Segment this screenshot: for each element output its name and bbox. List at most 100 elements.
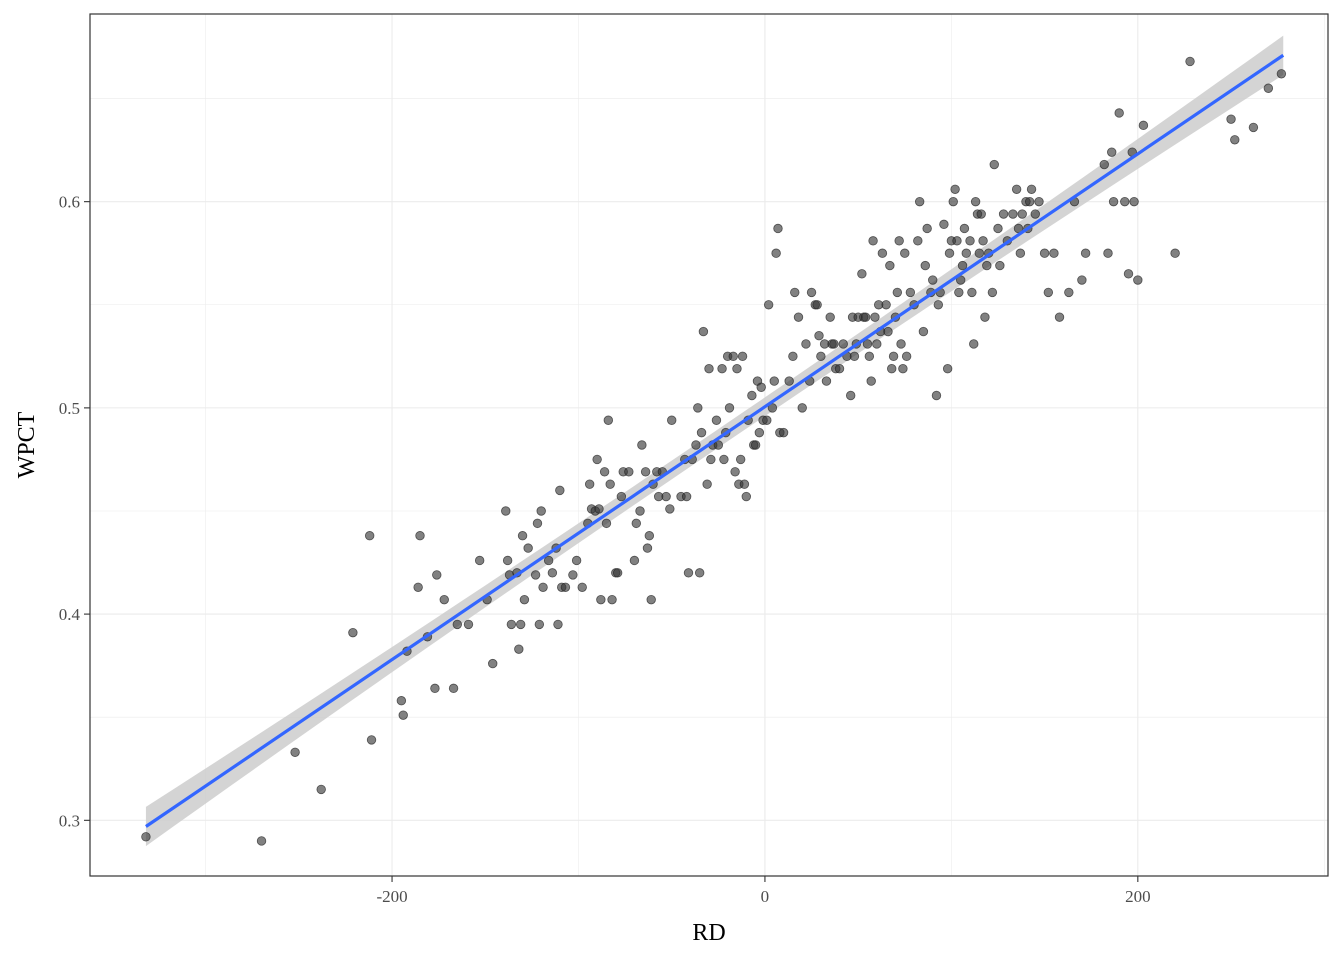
data-point (1276, 69, 1287, 79)
data-point (432, 570, 442, 580)
data-point (732, 363, 742, 374)
data-point (515, 619, 526, 630)
data-point (1049, 248, 1059, 258)
data-point (517, 531, 528, 541)
data-point (1024, 196, 1035, 207)
data-point (1039, 248, 1050, 258)
data-point (864, 351, 875, 362)
data-point (599, 467, 610, 477)
data-point (790, 287, 800, 298)
data-point (892, 287, 903, 298)
data-point (413, 582, 423, 592)
data-point (1026, 184, 1037, 194)
data-point (849, 351, 860, 362)
data-point (821, 376, 832, 386)
data-point (704, 363, 714, 374)
data-point (957, 260, 968, 271)
data-point (756, 382, 766, 392)
data-point (905, 287, 916, 298)
data-point (933, 300, 944, 310)
data-point (1230, 135, 1240, 145)
data-point (719, 454, 729, 465)
data-point (724, 403, 735, 413)
data-point (976, 209, 986, 219)
data-point (571, 555, 582, 566)
data-point (942, 363, 953, 374)
data-point (883, 326, 893, 337)
data-point (631, 518, 641, 529)
data-point (1077, 275, 1087, 285)
data-point (888, 351, 899, 362)
data-point (965, 236, 975, 246)
data-point (603, 415, 614, 425)
data-point (750, 440, 761, 450)
data-point (970, 196, 981, 207)
data-point (396, 696, 407, 706)
data-point (366, 735, 377, 745)
data-point (1129, 196, 1139, 207)
data-point (534, 619, 545, 630)
data-point (741, 491, 751, 502)
data-point (922, 223, 932, 234)
data-point (506, 619, 517, 630)
data-point (665, 504, 675, 514)
data-point (463, 619, 474, 630)
data-point (474, 555, 485, 566)
data-point (691, 440, 701, 450)
data-point (702, 479, 712, 489)
data-point (1138, 120, 1149, 131)
data-point (488, 658, 498, 669)
data-point (1123, 269, 1134, 279)
data-point (788, 351, 798, 362)
data-point (439, 594, 449, 605)
data-point (1054, 312, 1065, 322)
data-point (1185, 56, 1195, 67)
data-point (646, 594, 656, 605)
data-point (624, 467, 634, 477)
data-point (637, 440, 647, 450)
data-point (872, 339, 882, 349)
data-point (584, 479, 595, 489)
data-point (1015, 248, 1026, 258)
data-point (739, 479, 750, 489)
data-point (920, 260, 930, 271)
data-point (763, 300, 774, 310)
data-point (1108, 196, 1119, 207)
data-point (706, 454, 716, 465)
data-point (1099, 159, 1109, 170)
data-point (793, 312, 804, 322)
data-point (857, 269, 867, 279)
data-point (995, 260, 1005, 271)
data-point (1263, 83, 1274, 93)
data-point (870, 312, 880, 322)
data-point (900, 248, 910, 258)
data-point (693, 403, 703, 413)
data-point (1103, 248, 1113, 258)
data-point (825, 312, 835, 322)
data-point (980, 312, 990, 322)
data-point (838, 339, 848, 349)
data-point (881, 300, 891, 310)
data-point (1030, 209, 1040, 219)
data-point (877, 248, 888, 258)
data-point (1080, 248, 1091, 258)
data-point (913, 236, 923, 246)
data-point (868, 236, 878, 246)
data-point (829, 339, 839, 349)
data-point (728, 351, 738, 362)
data-point (1226, 114, 1236, 124)
data-point (640, 467, 651, 477)
data-point (952, 236, 962, 246)
data-point (998, 209, 1009, 219)
data-point (939, 219, 949, 230)
data-point (754, 427, 765, 438)
data-point (1120, 196, 1130, 207)
data-point (530, 570, 541, 580)
data-point (644, 531, 655, 541)
data-point (961, 248, 971, 258)
data-point (430, 683, 440, 694)
data-point (896, 339, 906, 349)
data-point (661, 491, 671, 502)
data-point (629, 555, 640, 566)
data-point (931, 390, 942, 401)
